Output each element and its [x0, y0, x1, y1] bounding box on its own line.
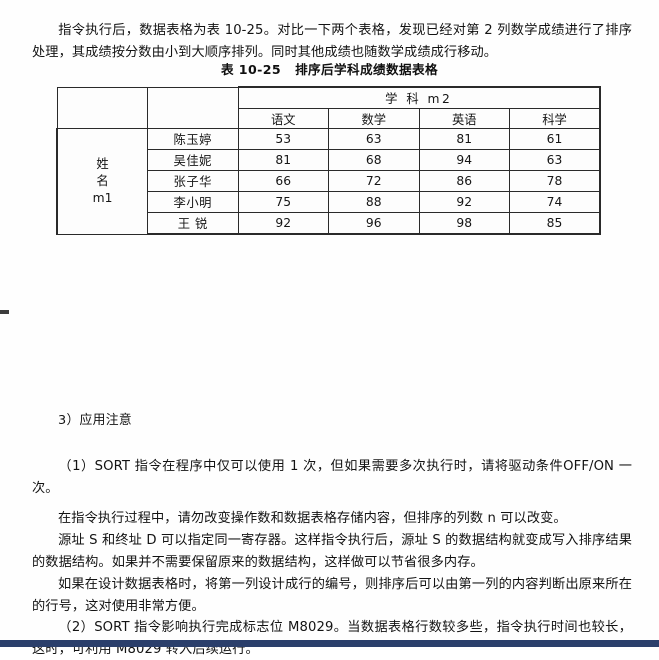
table-row: 王 锐 92 96 98 85 [57, 212, 601, 235]
note-paragraph-2-text: 在指令执行过程中，请勿改变操作数和数据表格存储内容，但排序的列数 n 可以改变。 [58, 511, 567, 527]
score-cell: 94 [418, 149, 510, 171]
table-caption: 表 10-25 排序后学科成绩数据表格 [0, 59, 659, 78]
bottom-rule [0, 640, 659, 647]
student-name: 张子华 [147, 170, 239, 192]
name-column-blank-cell [147, 86, 239, 129]
score-cell: 92 [237, 212, 329, 235]
table-group-header-row: 学 科 m2 [56, 86, 601, 129]
score-cell: 81 [237, 149, 329, 171]
note-paragraph-4-text: 如果在设计数据表格时，将第一列设计成行的编号，则排序后可以由第一列的内容判断出原… [32, 577, 632, 614]
note-paragraph-3: 源址 S 和终址 D 可以指定同一寄存器。这样指令执行后，源址 S 的数据结构就… [32, 530, 632, 573]
table-caption-title: 排序后学科成绩数据表格 [295, 62, 438, 77]
table-row: 姓 名 m1 陈玉婷 53 63 81 61 [56, 128, 601, 235]
score-cell: 92 [418, 191, 510, 213]
score-cell: 53 [237, 128, 329, 150]
score-cell: 75 [237, 191, 329, 213]
score-cell: 66 [237, 170, 329, 192]
note-paragraph-3-text: 源址 S 和终址 D 可以指定同一寄存器。这样指令执行后，源址 S 的数据结构就… [32, 533, 632, 570]
table-row: 张子华 66 72 86 78 [57, 170, 601, 192]
student-name: 陈玉婷 [147, 128, 239, 150]
table-row: 李小明 75 88 92 74 [57, 191, 601, 213]
score-cell: 68 [328, 149, 420, 171]
score-cell: 96 [328, 212, 420, 235]
row-axis-char-1: 姓 [96, 156, 109, 171]
score-cell: 81 [418, 128, 510, 150]
row-axis-char-2: 名 [96, 173, 109, 188]
column-header-science: 科学 [509, 108, 601, 129]
scan-artifact-speck [0, 310, 9, 314]
column-header-english: 英语 [418, 108, 510, 129]
student-name: 吴佳妮 [147, 149, 239, 171]
score-cell: 72 [328, 170, 420, 192]
note-paragraph-4: 如果在设计数据表格时，将第一列设计成行的编号，则排序后可以由第一列的内容判断出原… [32, 574, 632, 617]
note-paragraph-1: （1）SORT 指令在程序中仅可以使用 1 次，但如果需要多次执行时，请将驱动条… [32, 456, 632, 499]
score-cell: 78 [509, 170, 601, 192]
score-cell: 85 [509, 212, 601, 235]
column-header-chinese: 语文 [237, 108, 329, 129]
note-paragraph-1-text: （1）SORT 指令在程序中仅可以使用 1 次，但如果需要多次执行时，请将驱动条… [32, 459, 632, 496]
score-cell: 74 [509, 191, 601, 213]
score-table: 学 科 m2 语文 数学 英语 科学 姓 名 m1 陈玉婷 53 63 [56, 86, 601, 235]
note-heading: 3）应用注意 [58, 413, 132, 428]
note-paragraph-5-text: （2）SORT 指令影响执行完成标志位 M8029。当数据表格行数较多些，指令执… [32, 620, 632, 657]
row-axis-char-3: m1 [92, 190, 113, 205]
score-cell: 63 [509, 149, 601, 171]
score-cell: 61 [509, 128, 601, 150]
intro-paragraph: 指令执行后，数据表格为表 10-25。对比一下两个表格，发现已经对第 2 列数学… [32, 20, 632, 63]
intro-paragraph-text: 指令执行后，数据表格为表 10-25。对比一下两个表格，发现已经对第 2 列数学… [32, 23, 632, 60]
score-table-container: 学 科 m2 语文 数学 英语 科学 姓 名 m1 陈玉婷 53 63 [56, 86, 601, 235]
student-name: 王 锐 [147, 212, 239, 235]
column-header-math: 数学 [328, 108, 420, 129]
note-paragraph-2: 在指令执行过程中，请勿改变操作数和数据表格存储内容，但排序的列数 n 可以改变。 [32, 508, 632, 530]
row-axis-label: 姓 名 m1 [56, 128, 148, 235]
student-name: 李小明 [147, 191, 239, 213]
corner-blank-cell [56, 86, 148, 129]
subject-group-header: 学 科 m2 [237, 86, 601, 109]
table-column-header-row: 语文 数学 英语 科学 [57, 108, 601, 129]
note-paragraph-5: （2）SORT 指令影响执行完成标志位 M8029。当数据表格行数较多些，指令执… [32, 617, 632, 660]
score-cell: 86 [418, 170, 510, 192]
score-cell: 63 [328, 128, 420, 150]
table-caption-label: 表 10-25 [221, 62, 282, 77]
score-cell: 98 [418, 212, 510, 235]
score-cell: 88 [328, 191, 420, 213]
